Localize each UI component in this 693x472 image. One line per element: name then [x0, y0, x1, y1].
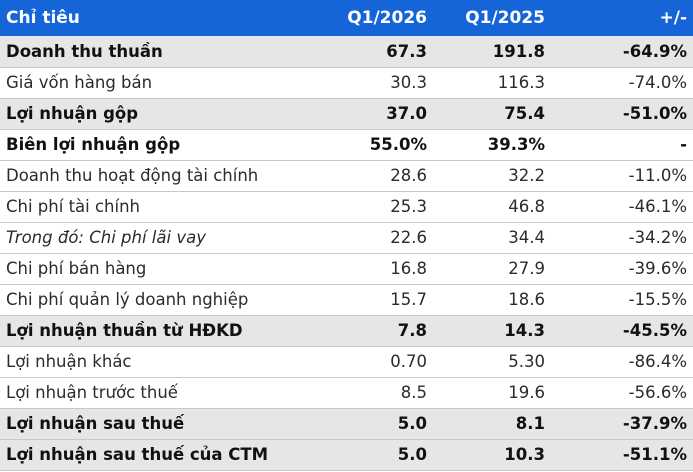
value-change: -51.0% — [551, 98, 693, 129]
header-row: Chỉ tiêu Q1/2026 Q1/2025 +/- — [0, 0, 693, 36]
header-change: +/- — [659, 8, 687, 28]
value-q1-2026: 55.0% — [369, 135, 427, 154]
value-q1-2025: 18.6 — [508, 290, 545, 309]
row-label: Lợi nhuận thuần từ HĐKD — [0, 315, 300, 346]
row-label: Trong đó: Chi phí lãi vay — [6, 228, 206, 247]
value-q1-2025: 32.2 — [508, 166, 545, 185]
value-q1-2026: 28.6 — [390, 166, 427, 185]
value-q1-2026: 16.8 — [390, 259, 427, 278]
table-body: Doanh thu thuần 67.3 191.8 -64.9% Giá vố… — [0, 36, 693, 470]
value-q1-2025: 5.30 — [508, 352, 545, 371]
table-row: Lợi nhuận thuần từ HĐKD 7.8 14.3 -45.5% — [0, 315, 693, 346]
value-q1-2025: 10.3 — [433, 439, 551, 470]
table-row: Lợi nhuận sau thuế của CTM 5.0 10.3 -51.… — [0, 439, 693, 470]
table-row: Biên lợi nhuận gộp 55.0% 39.3% - — [0, 129, 693, 160]
table-header: Chỉ tiêu Q1/2026 Q1/2025 +/- — [0, 0, 693, 36]
row-label: Lợi nhuận khác — [6, 352, 132, 371]
row-label: Lợi nhuận trước thuế — [6, 383, 178, 402]
row-label: Chi phí quản lý doanh nghiệp — [6, 290, 249, 309]
row-label: Chi phí tài chính — [6, 197, 141, 216]
value-q1-2025: 27.9 — [508, 259, 545, 278]
value-change: -34.2% — [628, 228, 687, 247]
value-q1-2026: 7.8 — [300, 315, 433, 346]
value-q1-2025: 14.3 — [433, 315, 551, 346]
value-q1-2026: 37.0 — [300, 98, 433, 129]
table-row: Chi phí bán hàng 16.8 27.9 -39.6% — [0, 253, 693, 284]
value-q1-2025: 8.1 — [433, 408, 551, 439]
value-q1-2025: 34.4 — [508, 228, 545, 247]
row-label: Lợi nhuận sau thuế của CTM — [0, 439, 300, 470]
value-change: -39.6% — [628, 259, 687, 278]
value-change: -45.5% — [551, 315, 693, 346]
value-q1-2025: 46.8 — [508, 197, 545, 216]
value-q1-2026: 67.3 — [300, 36, 433, 67]
value-change: -86.4% — [628, 352, 687, 371]
value-q1-2026: 15.7 — [390, 290, 427, 309]
row-label: Chi phí bán hàng — [6, 259, 147, 278]
value-q1-2026: 22.6 — [390, 228, 427, 247]
value-q1-2026: 5.0 — [300, 439, 433, 470]
value-change: -37.9% — [551, 408, 693, 439]
value-change: -74.0% — [628, 73, 687, 92]
table-row: Doanh thu hoạt động tài chính 28.6 32.2 … — [0, 160, 693, 191]
table-row: Chi phí tài chính 25.3 46.8 -46.1% — [0, 191, 693, 222]
value-q1-2026: 5.0 — [300, 408, 433, 439]
table-row: Chi phí quản lý doanh nghiệp 15.7 18.6 -… — [0, 284, 693, 315]
value-q1-2025: 75.4 — [433, 98, 551, 129]
value-change: -15.5% — [628, 290, 687, 309]
table-row: Doanh thu thuần 67.3 191.8 -64.9% — [0, 36, 693, 67]
value-q1-2026: 0.70 — [390, 352, 427, 371]
value-change: -56.6% — [628, 383, 687, 402]
value-q1-2025: 19.6 — [508, 383, 545, 402]
row-label: Lợi nhuận sau thuế — [0, 408, 300, 439]
value-q1-2026: 30.3 — [390, 73, 427, 92]
row-label: Giá vốn hàng bán — [6, 73, 153, 92]
value-q1-2025: 191.8 — [433, 36, 551, 67]
table-row: Lợi nhuận khác 0.70 5.30 -86.4% — [0, 346, 693, 377]
value-change: -64.9% — [551, 36, 693, 67]
row-label: Lợi nhuận gộp — [0, 98, 300, 129]
value-change: -51.1% — [551, 439, 693, 470]
value-change: - — [680, 135, 687, 154]
header-q1-2025: Q1/2025 — [465, 8, 545, 28]
table-row: Lợi nhuận trước thuế 8.5 19.6 -56.6% — [0, 377, 693, 408]
table-row: Trong đó: Chi phí lãi vay 22.6 34.4 -34.… — [0, 222, 693, 253]
header-metric: Chỉ tiêu — [6, 8, 80, 28]
row-label: Doanh thu hoạt động tài chính — [6, 166, 259, 185]
table-row: Lợi nhuận sau thuế 5.0 8.1 -37.9% — [0, 408, 693, 439]
header-q1-2026: Q1/2026 — [347, 8, 427, 28]
value-change: -11.0% — [628, 166, 687, 185]
table-row: Lợi nhuận gộp 37.0 75.4 -51.0% — [0, 98, 693, 129]
value-change: -46.1% — [628, 197, 687, 216]
value-q1-2026: 25.3 — [390, 197, 427, 216]
table-row: Giá vốn hàng bán 30.3 116.3 -74.0% — [0, 67, 693, 98]
row-label: Doanh thu thuần — [0, 36, 300, 67]
value-q1-2026: 8.5 — [400, 383, 427, 402]
row-label: Biên lợi nhuận gộp — [6, 135, 181, 154]
value-q1-2025: 116.3 — [497, 73, 545, 92]
value-q1-2025: 39.3% — [487, 135, 545, 154]
